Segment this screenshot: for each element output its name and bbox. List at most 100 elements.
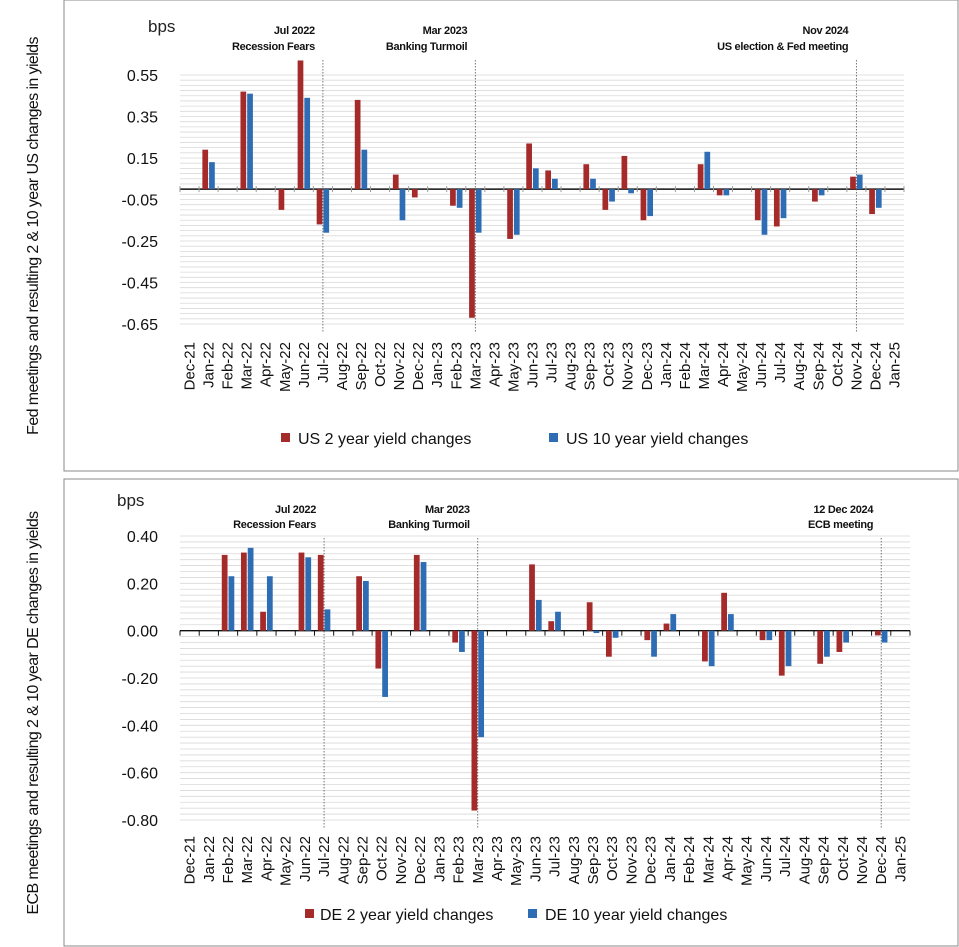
event-annotation-subtitle: US election & Fed meeting xyxy=(717,41,848,53)
bar-two-year xyxy=(773,189,780,227)
bar-two-year xyxy=(316,189,323,225)
x-tick-label: Jul-24 xyxy=(772,342,789,383)
y-tick-label: 0.40 xyxy=(127,529,158,546)
bar-ten-year xyxy=(670,614,677,631)
x-tick-label: Jun-23 xyxy=(524,342,541,388)
x-tick-label: Nov-24 xyxy=(848,342,865,390)
x-tick-label: Feb-23 xyxy=(448,342,465,390)
bar-two-year xyxy=(778,630,785,676)
bar-two-year xyxy=(621,155,628,190)
event-annotation-subtitle: Recession Fears xyxy=(232,41,315,53)
x-tick-label: Sep-24 xyxy=(816,836,833,884)
bar-two-year xyxy=(202,149,209,190)
x-tick-label: May-23 xyxy=(508,836,525,886)
x-tick-label: Jan-23 xyxy=(429,342,446,388)
bar-ten-year xyxy=(475,189,482,233)
bar-ten-year xyxy=(761,189,768,235)
bar-ten-year xyxy=(247,93,253,190)
x-tick-label: Dec-21 xyxy=(182,342,199,390)
bar-two-year xyxy=(663,623,670,631)
legend-label: DE 10 year yield changes xyxy=(545,907,727,924)
bar-ten-year xyxy=(723,189,730,196)
event-annotation-title: Jul 2022 xyxy=(275,504,316,516)
bar-two-year xyxy=(221,554,228,631)
x-tick-label: Nov-22 xyxy=(391,342,408,390)
bar-two-year xyxy=(586,602,593,631)
side-axis-label: ECB meetings and resulting 2 & 10 year D… xyxy=(25,511,42,915)
bar-two-year xyxy=(297,60,304,190)
x-tick-label: Jun-22 xyxy=(297,836,314,882)
bar-ten-year xyxy=(324,609,331,631)
x-tick-label: Jan-24 xyxy=(658,342,675,388)
bar-ten-year xyxy=(728,614,734,631)
x-tick-label: Jun-22 xyxy=(296,342,313,388)
x-tick-label: Oct-24 xyxy=(829,342,846,387)
chart-panel-bottom: 0.40 0.20 0.00 -0.20 -0.40 -0.60 -0.80 Jul 2022… xyxy=(25,491,911,924)
bar-ten-year xyxy=(780,189,787,219)
legend-swatch xyxy=(305,909,314,918)
x-tick-label: Aug-24 xyxy=(791,342,808,390)
bar-two-year xyxy=(812,189,818,202)
bar-two-year xyxy=(529,564,535,631)
x-tick-label: Aug-23 xyxy=(563,342,580,390)
x-tick-label: Jun-23 xyxy=(527,836,544,882)
x-tick-label: Oct-22 xyxy=(374,836,391,881)
legend-swatch xyxy=(549,433,558,442)
bar-ten-year xyxy=(382,630,388,697)
x-tick-label: Oct-22 xyxy=(372,342,389,387)
x-tick-label: Mar-23 xyxy=(467,342,484,390)
x-tick-label: Feb-22 xyxy=(220,342,237,390)
x-tick-label: Aug-22 xyxy=(335,836,352,884)
x-tick-label: Apr-23 xyxy=(489,836,506,881)
bar-two-year xyxy=(469,189,475,318)
bar-two-year xyxy=(697,164,704,190)
bar-ten-year xyxy=(647,189,654,217)
x-tick-label: Feb-23 xyxy=(451,836,468,884)
x-tick-label: Nov-23 xyxy=(623,836,640,884)
event-annotation-subtitle: Banking Turmoil xyxy=(388,519,470,531)
bar-two-year xyxy=(392,174,399,190)
bar-ten-year xyxy=(513,189,520,235)
x-tick-label: Apr-22 xyxy=(258,342,275,387)
x-tick-label: Aug-22 xyxy=(334,342,351,390)
x-tick-label: May-24 xyxy=(739,836,756,886)
bar-two-year xyxy=(471,630,478,811)
x-tick-label: Oct-23 xyxy=(604,836,621,881)
y-tick-label: -0.40 xyxy=(122,718,159,735)
x-tick-label: Apr-24 xyxy=(715,342,732,387)
legend-swatch xyxy=(528,909,537,918)
y-tick-label: 0.20 xyxy=(127,576,158,593)
bar-two-year xyxy=(754,189,761,221)
x-tick-label: May-23 xyxy=(505,342,522,392)
x-tick-label: Sep-22 xyxy=(355,836,372,884)
bar-two-year xyxy=(507,189,513,239)
unit-label: bps xyxy=(117,491,144,510)
bar-ten-year xyxy=(532,168,539,190)
bar-two-year xyxy=(260,611,266,631)
x-tick-label: Jan-22 xyxy=(201,342,218,388)
x-tick-label: Mar-22 xyxy=(239,836,256,884)
bar-ten-year xyxy=(785,630,792,667)
bar-two-year xyxy=(240,552,247,631)
bar-ten-year xyxy=(612,630,619,638)
legend-label: US 10 year yield changes xyxy=(566,431,748,448)
bar-two-year xyxy=(869,189,875,215)
bar-ten-year xyxy=(843,630,850,643)
bar-ten-year xyxy=(818,189,825,196)
bar-ten-year xyxy=(535,599,542,631)
y-tick-label: 0.15 xyxy=(127,151,158,168)
x-tick-label: Jun-24 xyxy=(758,836,775,882)
bar-ten-year xyxy=(824,630,830,657)
x-tick-label: Jun-24 xyxy=(753,342,770,388)
x-tick-label: Jul-24 xyxy=(777,836,794,877)
bar-two-year xyxy=(356,576,362,631)
x-tick-label: Nov-24 xyxy=(854,836,871,884)
bar-ten-year xyxy=(209,162,215,190)
x-tick-label: May-24 xyxy=(734,342,751,392)
legend-label: DE 2 year yield changes xyxy=(320,907,493,924)
x-tick-label: Sep-23 xyxy=(582,342,599,390)
bar-ten-year xyxy=(651,630,657,657)
bar-ten-year xyxy=(305,557,312,631)
x-tick-label: Dec-24 xyxy=(873,836,890,884)
